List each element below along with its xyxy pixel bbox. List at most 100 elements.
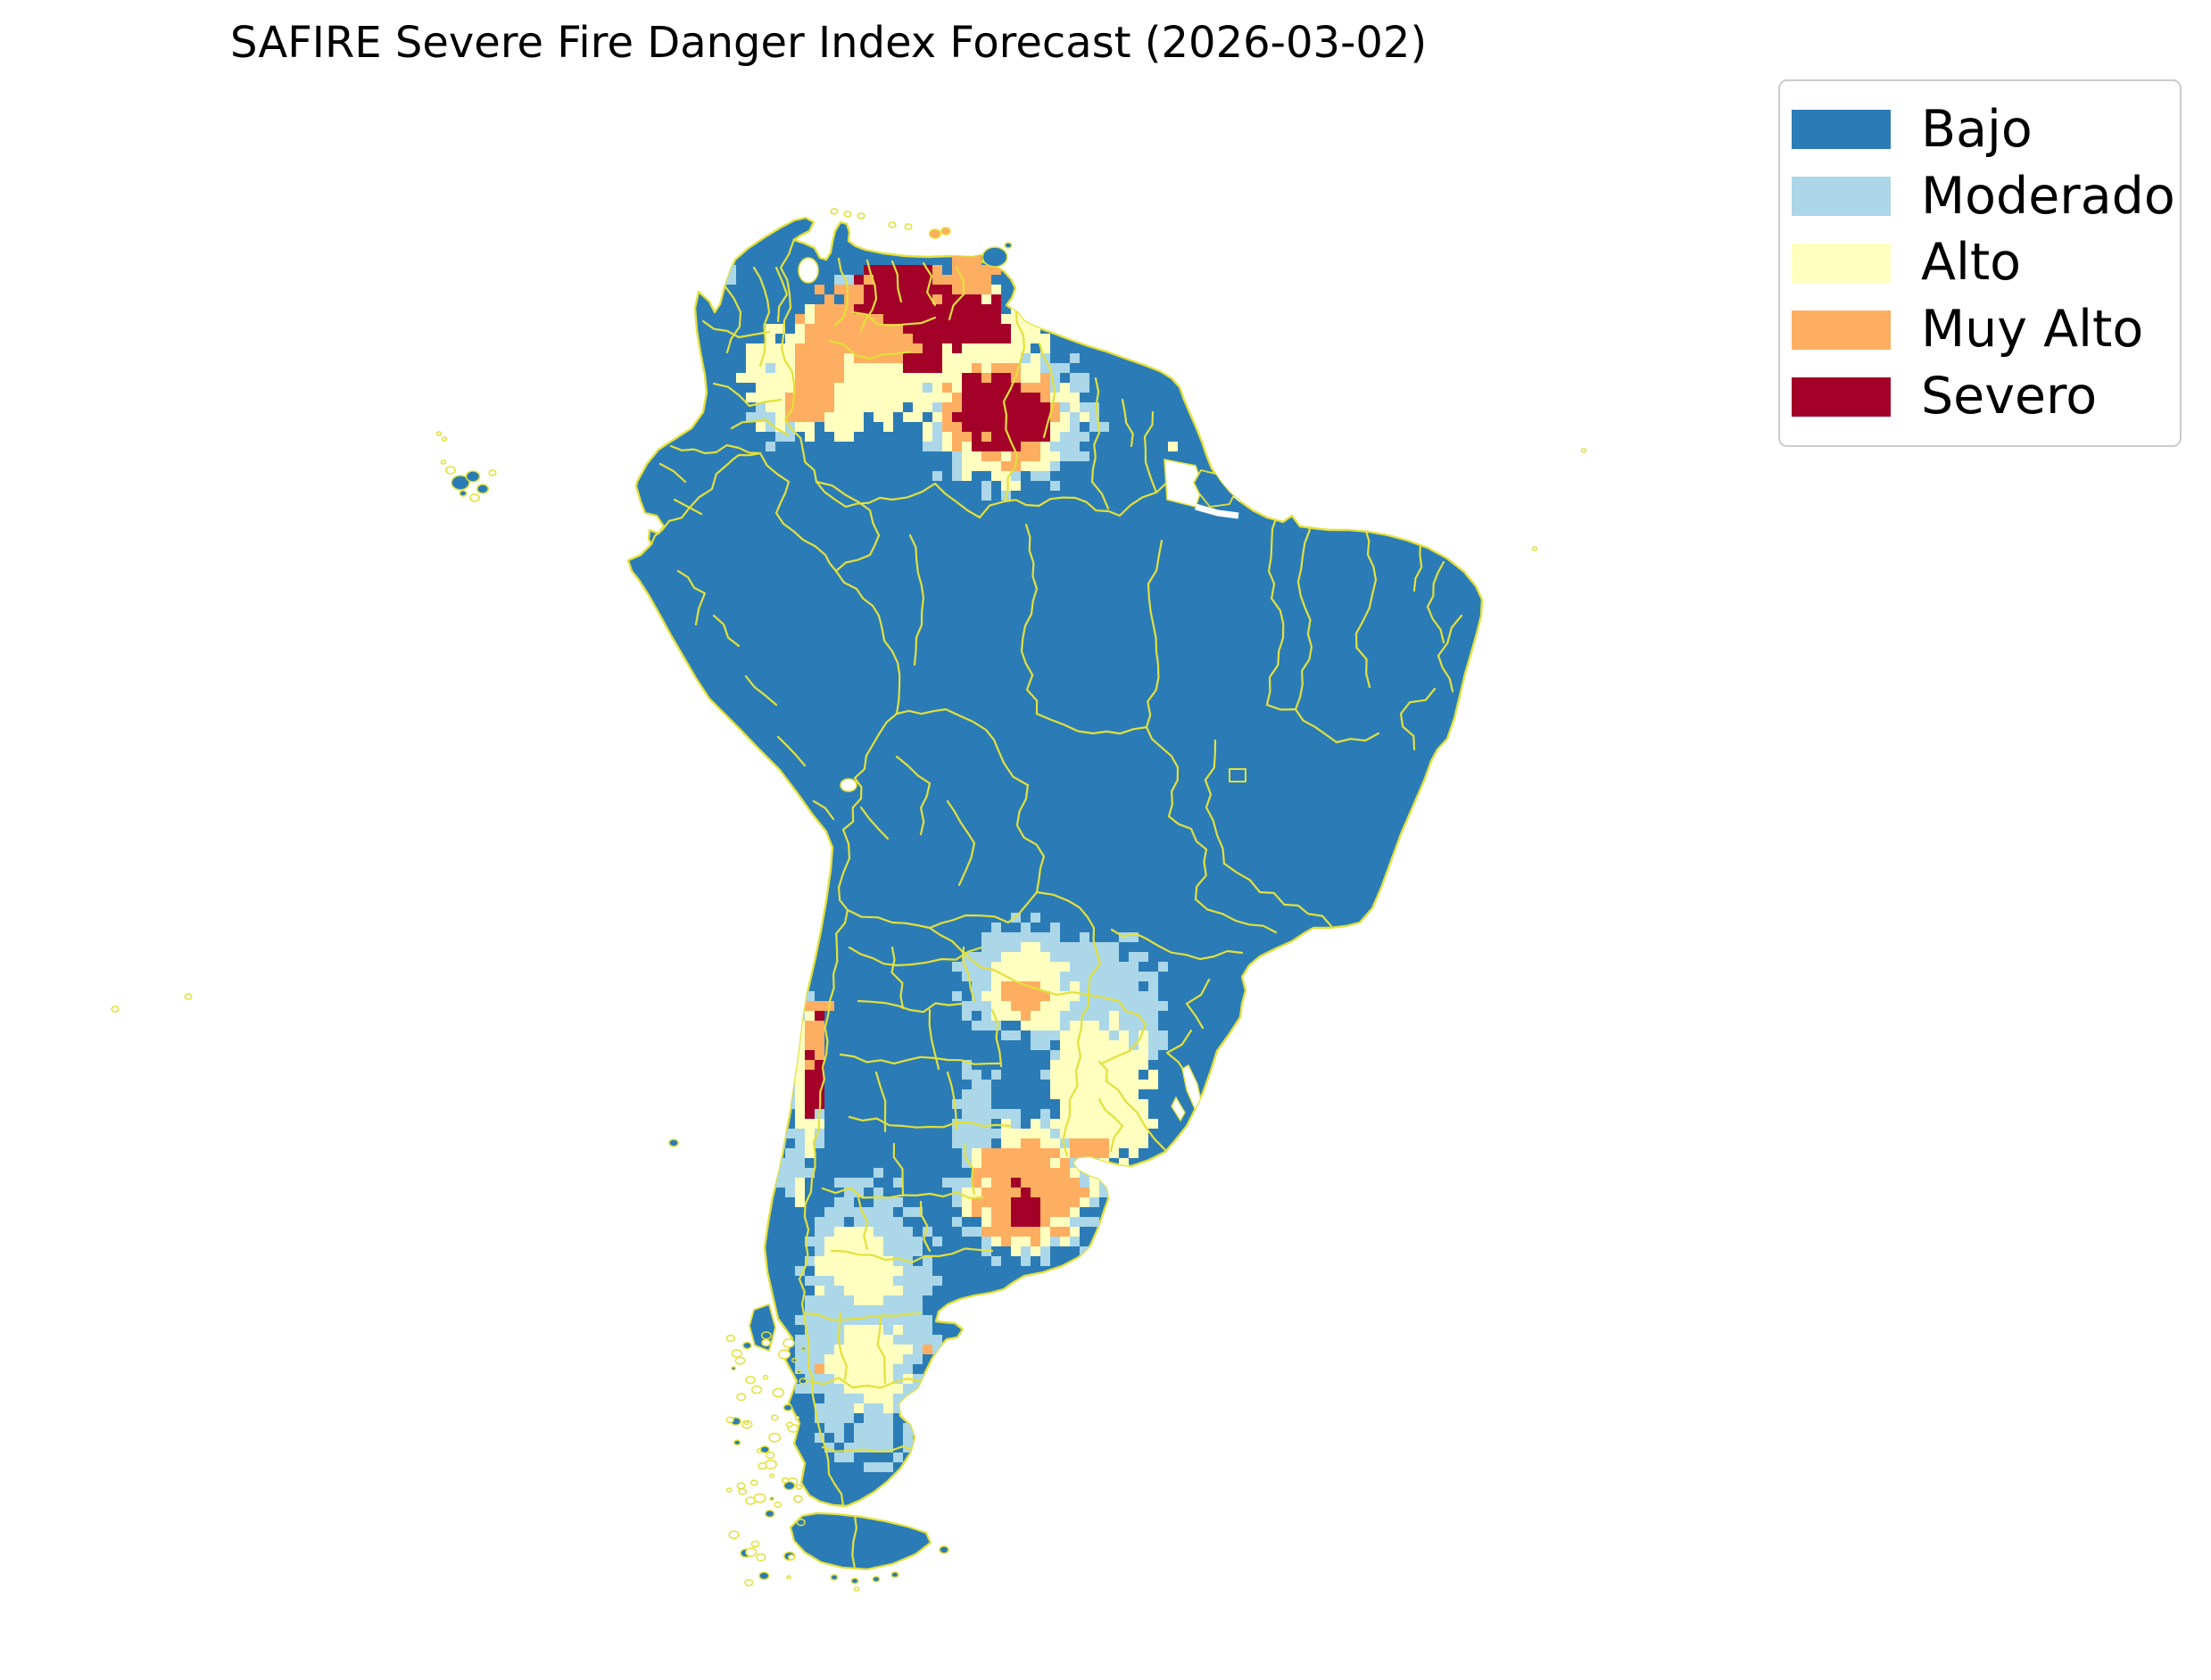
legend-item-muy-alto: Muy Alto: [1780, 304, 2180, 355]
fjord-islet: [768, 1473, 775, 1478]
fjord-islet: [781, 1477, 790, 1484]
fjord-islet: [783, 1480, 796, 1491]
fjord-islet: [731, 1349, 742, 1358]
lake: [798, 257, 819, 284]
legend-swatch: [1792, 177, 1891, 217]
fjord-islet: [749, 1479, 758, 1486]
fjord-islet: [756, 1553, 766, 1562]
fjord-islet: [783, 1403, 793, 1411]
legend-label: Muy Alto: [1921, 300, 2144, 360]
fjord-islet: [800, 1346, 807, 1351]
df-square: [1229, 768, 1246, 782]
fjord-islet: [736, 1482, 746, 1490]
fjord-islet: [783, 1338, 795, 1348]
island: [435, 431, 443, 436]
island: [830, 208, 839, 215]
legend-swatch: [1792, 243, 1891, 283]
island: [904, 223, 913, 230]
legend-label: Alto: [1921, 233, 2022, 293]
fjord-islet: [734, 1356, 746, 1365]
fjord-islet: [733, 1439, 741, 1446]
island: [469, 493, 480, 502]
fjord-islet: [769, 1496, 774, 1502]
island: [441, 436, 448, 442]
fjord-islet: [792, 1494, 803, 1503]
island: [440, 459, 447, 465]
island: [928, 228, 942, 239]
legend-item-bajo: Bajo: [1780, 99, 2180, 159]
fjord-islet: [764, 1459, 777, 1469]
fjord-islet: [750, 1385, 763, 1394]
island: [1580, 448, 1587, 453]
island: [184, 993, 193, 1000]
island: [668, 1138, 679, 1147]
amazon-channel: [1195, 503, 1239, 519]
fjord-archipelago: [725, 1331, 807, 1586]
legend-swatch: [1792, 310, 1891, 350]
tierra-del-fuego: [789, 1511, 932, 1571]
fjord-islet: [759, 1445, 770, 1454]
island: [853, 1586, 860, 1592]
fjord-islet: [762, 1374, 769, 1380]
fjord-islet: [768, 1432, 781, 1443]
fjord-islet: [758, 1461, 767, 1470]
fjord-islet: [799, 1378, 807, 1385]
fjord-islet: [774, 1502, 783, 1509]
lake: [1171, 1096, 1186, 1122]
fjord-islet: [787, 1554, 796, 1561]
island: [872, 1576, 881, 1583]
island: [940, 227, 951, 236]
fjord-islet: [786, 1421, 793, 1428]
legend-item-moderado: Moderado: [1780, 166, 2180, 226]
fjord-islet: [795, 1484, 803, 1490]
fjord-islet: [760, 1331, 772, 1340]
fjord-islet: [742, 1341, 752, 1350]
fjord-islet: [753, 1493, 766, 1503]
island: [1004, 242, 1013, 249]
island: [939, 1545, 949, 1554]
island: [451, 475, 470, 491]
fjord-islet: [743, 1420, 749, 1426]
legend-label: Moderado: [1921, 166, 2175, 226]
island: [111, 1006, 120, 1013]
fjord-islet: [745, 1547, 758, 1557]
island: [850, 1577, 859, 1585]
legend-item-severo: Severo: [1780, 371, 2180, 422]
island: [888, 221, 897, 228]
lake: [840, 778, 857, 792]
fjord-islet: [794, 1415, 800, 1420]
fjord-islet: [796, 1370, 802, 1374]
lakes-and-channels: [798, 257, 1245, 1122]
island: [488, 469, 497, 476]
fjord-islet: [777, 1349, 791, 1360]
fjord-islet: [796, 1519, 806, 1527]
island: [843, 211, 852, 218]
fjord-islet: [725, 1334, 736, 1343]
legend-label: Severo: [1921, 367, 2098, 426]
legend-label: Bajo: [1921, 99, 2033, 159]
legend: Bajo Moderado Alto Muy Alto Severo: [1778, 79, 2182, 447]
amazon-mouth: [1163, 459, 1204, 508]
island: [445, 466, 456, 475]
island: [830, 1574, 839, 1581]
fjord-islet: [725, 1487, 733, 1493]
fjord-islet: [772, 1387, 785, 1398]
fjord-islet: [731, 1366, 737, 1371]
fjord-islet: [725, 1416, 734, 1424]
admin-borders: [650, 237, 1463, 1569]
island: [981, 246, 1008, 268]
fjord-islet: [791, 1357, 798, 1363]
island: [1531, 546, 1538, 551]
fjord-islet: [765, 1510, 775, 1519]
page-title: SAFIRE Severe Fire Danger Index Forecast…: [230, 18, 1428, 68]
fjord-islet: [745, 1375, 756, 1385]
fjord-islet: [736, 1393, 747, 1402]
fjord-islet: [750, 1540, 760, 1548]
fjord-islet: [738, 1487, 747, 1495]
island: [465, 470, 481, 483]
legend-swatch: [1792, 110, 1891, 150]
fjord-islet: [761, 1338, 771, 1347]
fjord-islet: [744, 1578, 754, 1586]
island: [890, 1571, 899, 1578]
